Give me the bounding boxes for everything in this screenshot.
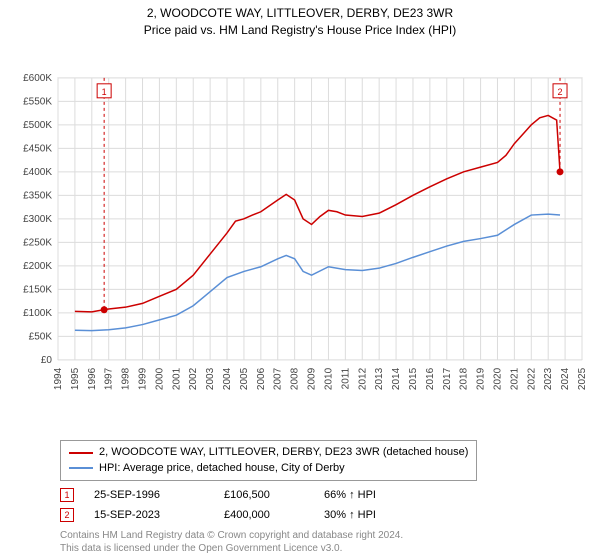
legend-label: HPI: Average price, detached house, City… xyxy=(99,461,345,476)
x-tick-label: 2003 xyxy=(205,367,216,390)
y-tick-label: £100K xyxy=(23,307,52,318)
transaction-row: 1 25-SEP-1996 £106,500 66% ↑ HPI xyxy=(60,485,590,505)
x-tick-label: 2004 xyxy=(222,367,233,390)
x-tick-label: 2015 xyxy=(408,367,419,390)
x-tick-label: 1998 xyxy=(121,367,132,390)
legend-label: 2, WOODCOTE WAY, LITTLEOVER, DERBY, DE23… xyxy=(99,445,468,460)
transaction-delta: 66% ↑ HPI xyxy=(324,489,376,501)
marker-number: 2 xyxy=(558,86,563,96)
x-tick-label: 2025 xyxy=(577,367,588,390)
chart-area: £0 £50K £100K £150K £200K £250K £300K £350K £400… xyxy=(10,45,590,435)
x-tick-label: 1995 xyxy=(70,367,81,390)
x-tick-label: 2023 xyxy=(543,367,554,390)
x-tick-label: 1997 xyxy=(104,367,115,390)
x-tick-label: 2008 xyxy=(290,367,301,390)
y-tick-label: £0 xyxy=(41,354,53,365)
transaction-table: 1 25-SEP-1996 £106,500 66% ↑ HPI 2 15-SEP-202… xyxy=(60,485,590,525)
marker-dot xyxy=(557,168,564,175)
legend: 2, WOODCOTE WAY, LITTLEOVER, DERBY, DE23… xyxy=(60,440,477,481)
x-tick-label: 2000 xyxy=(154,367,165,390)
footer-line1: Contains HM Land Registry data © Crown c… xyxy=(60,529,590,542)
x-tick-label: 2011 xyxy=(340,367,351,389)
y-tick-label: £150K xyxy=(23,284,52,295)
x-tick-label: 2006 xyxy=(256,367,267,390)
y-tick-label: £400K xyxy=(23,166,52,177)
transaction-row: 2 15-SEP-2023 £400,000 30% ↑ HPI xyxy=(60,505,590,525)
x-tick-label: 2014 xyxy=(391,367,402,390)
x-tick-label: 2002 xyxy=(188,367,199,390)
chart-svg: £0 £50K £100K £150K £200K £250K £300K £350K £400… xyxy=(10,45,590,435)
x-tick-label: 2005 xyxy=(239,367,250,390)
transaction-date: 15-SEP-2023 xyxy=(94,509,204,521)
x-tick-label: 2016 xyxy=(425,367,436,390)
legend-row: HPI: Average price, detached house, City… xyxy=(69,461,468,476)
y-tick-label: £600K xyxy=(23,72,52,83)
x-tick-label: 2012 xyxy=(357,367,368,390)
legend-swatch xyxy=(69,452,93,454)
title-main: 2, WOODCOTE WAY, LITTLEOVER, DERBY, DE23… xyxy=(10,5,590,22)
marker-dot xyxy=(101,306,108,313)
x-tick-label: 2019 xyxy=(476,367,487,390)
x-tick-label: 2021 xyxy=(509,367,520,390)
x-tick-label: 1999 xyxy=(138,367,149,390)
x-tick-label: 2020 xyxy=(492,367,503,390)
x-tick-label: 2007 xyxy=(273,367,284,390)
footer-line2: This data is licensed under the Open Gov… xyxy=(60,542,590,555)
x-tick-label: 2017 xyxy=(442,367,453,390)
marker-number: 1 xyxy=(102,86,107,96)
x-tick-label: 2022 xyxy=(526,367,537,390)
x-tick-label: 2001 xyxy=(171,367,182,390)
x-tick-label: 2010 xyxy=(323,367,334,390)
transaction-price: £106,500 xyxy=(224,489,304,501)
x-tick-label: 2013 xyxy=(374,367,385,390)
x-tick-label: 1996 xyxy=(87,367,98,390)
y-tick-label: £300K xyxy=(23,213,52,224)
transaction-marker: 2 xyxy=(60,508,74,522)
legend-swatch xyxy=(69,467,93,469)
y-tick-label: £550K xyxy=(23,96,52,107)
x-tick-label: 2018 xyxy=(459,367,470,390)
x-tick-label: 2009 xyxy=(307,367,318,390)
x-tick-label: 1994 xyxy=(53,367,64,390)
footer: Contains HM Land Registry data © Crown c… xyxy=(60,529,590,555)
y-tick-label: £200K xyxy=(23,260,52,271)
y-tick-label: £500K xyxy=(23,119,52,130)
titles: 2, WOODCOTE WAY, LITTLEOVER, DERBY, DE23… xyxy=(10,5,590,39)
title-sub: Price paid vs. HM Land Registry's House … xyxy=(10,22,590,39)
transaction-price: £400,000 xyxy=(224,509,304,521)
chart-container: 2, WOODCOTE WAY, LITTLEOVER, DERBY, DE23… xyxy=(0,0,600,560)
y-tick-label: £250K xyxy=(23,237,52,248)
legend-row: 2, WOODCOTE WAY, LITTLEOVER, DERBY, DE23… xyxy=(69,445,468,460)
x-tick-label: 2024 xyxy=(560,367,571,390)
transaction-marker: 1 xyxy=(60,488,74,502)
transaction-date: 25-SEP-1996 xyxy=(94,489,204,501)
y-tick-label: £450K xyxy=(23,143,52,154)
transaction-delta: 30% ↑ HPI xyxy=(324,509,376,521)
y-tick-label: £50K xyxy=(29,331,53,342)
y-tick-label: £350K xyxy=(23,190,52,201)
